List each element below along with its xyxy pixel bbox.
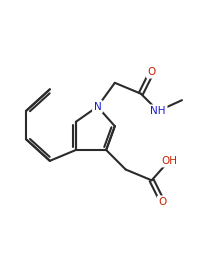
Text: NH: NH (150, 106, 166, 116)
Text: N: N (94, 102, 101, 112)
Text: O: O (158, 197, 167, 207)
Text: OH: OH (161, 156, 177, 166)
Text: O: O (147, 67, 156, 77)
